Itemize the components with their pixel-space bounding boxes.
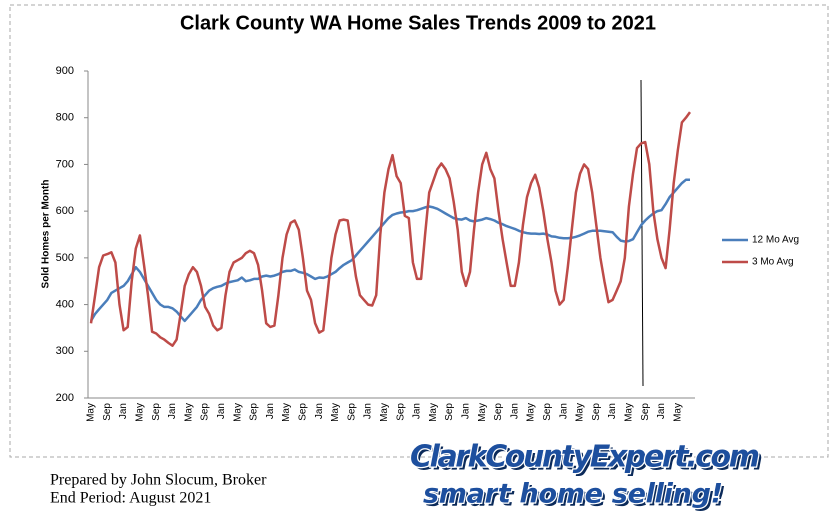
chart-frame [9,4,829,458]
x-tick-label: Jan [265,403,276,419]
logo-tagline: smart home selling! [423,479,723,510]
y-tick-label: 700 [56,158,74,170]
x-tick-label: Sep [298,403,309,421]
x-tick-label: Jan [607,403,618,419]
line-series [89,111,692,347]
logo-shadow: smart home selling! [426,482,726,513]
x-tick-label: Jan [314,403,325,419]
x-tick-label: May [379,403,390,422]
x-tick-label: Jan [363,403,374,419]
x-tick-label: Sep [249,403,260,421]
x-tick-label: Sep [542,403,553,421]
y-tick-label: 200 [56,392,74,404]
x-tick-label: Sep [591,403,602,421]
y-tick-label: 300 [56,345,74,357]
x-tick-label: Sep [102,403,113,421]
y-tick-label: 600 [56,205,74,217]
y-tick-label: 900 [56,65,74,77]
x-tick-label: May [183,403,194,422]
marker-line [640,79,644,387]
legend-label: 12 Mo Avg [752,235,799,246]
x-tick-label: Jan [656,403,667,419]
x-tick-label: Sep [640,403,651,421]
y-tick-label: 800 [56,112,74,124]
x-tick-label: May [135,403,146,422]
x-tick-label: Sep [444,403,455,421]
x-tick-label: May [428,403,439,422]
x-tick-label: Sep [493,403,504,421]
x-tick-label: Sep [346,403,357,421]
logo: ClarkCountyExpert.com ClarkCountyExpert.… [409,438,763,513]
x-tick-label: Sep [395,403,406,421]
x-tick-label: May [232,403,243,422]
y-axis-label: Sold Homes per Month [41,180,52,289]
y-tick-label: 500 [56,252,74,264]
footer-note: Prepared by John Slocum, Broker [50,472,267,489]
x-tick-label: Jan [509,403,520,419]
chart-title: Clark County WA Home Sales Trends 2009 t… [180,12,656,34]
x-tick-label: Jan [558,403,569,419]
logo-shadow: ClarkCountyExpert.com [413,443,763,478]
line-series [89,178,690,323]
x-tick-label: Sep [151,403,162,421]
x-tick-label: Jan [412,403,423,419]
x-tick-label: May [672,403,683,422]
x-tick-label: Jan [216,403,227,419]
legend-label: 3 Mo Avg [752,257,794,268]
x-tick-label: Sep [200,403,211,421]
x-tick-label: May [624,403,635,422]
x-tick-label: Jan [461,403,472,419]
logo-text: ClarkCountyExpert.com [410,440,760,475]
x-tick-label: May [575,403,586,422]
footer-note: End Period: August 2021 [50,490,211,507]
x-tick-label: Jan [118,403,129,419]
y-tick-label: 400 [56,298,74,310]
x-tick-label: May [281,403,292,422]
x-tick-label: May [526,403,537,422]
x-tick-label: May [86,403,97,422]
x-tick-label: May [477,403,488,422]
x-tick-label: May [330,403,341,422]
x-tick-label: Jan [167,403,178,419]
